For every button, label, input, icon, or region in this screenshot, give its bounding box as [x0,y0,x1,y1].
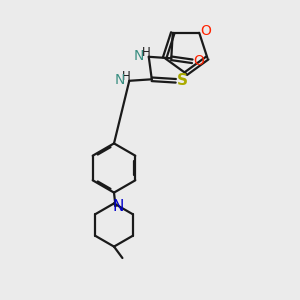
Text: N: N [134,49,144,63]
Text: N: N [113,199,124,214]
Text: O: O [194,54,204,68]
Text: H: H [122,70,130,83]
Text: N: N [115,73,125,87]
Text: O: O [200,24,211,38]
Text: H: H [141,46,150,59]
Text: S: S [177,73,188,88]
